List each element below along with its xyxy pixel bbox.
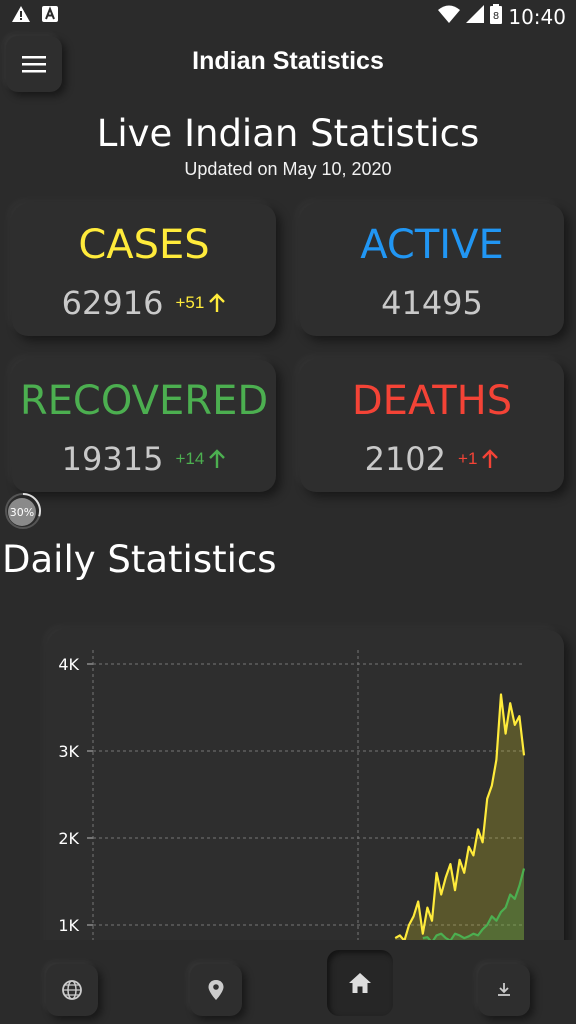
menu-button[interactable]	[6, 36, 62, 92]
nav-states-button[interactable]	[190, 964, 242, 1016]
deaths-label: DEATHS	[351, 378, 513, 424]
cases-delta: +51	[175, 293, 226, 313]
hamburger-icon	[22, 56, 46, 73]
progress-label: 30%	[10, 506, 34, 519]
y-tick-label: 2K	[58, 829, 79, 848]
svg-text:8: 8	[493, 11, 499, 22]
nav-download-button[interactable]	[478, 964, 530, 1016]
wifi-icon	[438, 5, 461, 28]
nav-world-button[interactable]	[46, 964, 98, 1016]
loading-progress: 30%	[4, 492, 42, 530]
active-value: 41495	[381, 284, 483, 322]
cases-series-line	[394, 693, 526, 942]
cases-card[interactable]: CASES 62916 +51	[12, 204, 276, 336]
download-icon	[498, 983, 510, 996]
clock: 10:40	[508, 4, 566, 29]
recovered-delta: +14	[175, 449, 226, 469]
recovered-series-line	[422, 868, 526, 944]
recovered-label: RECOVERED	[19, 378, 269, 424]
cases-area	[395, 694, 524, 970]
app-notification-icon	[42, 6, 58, 27]
bottom-nav	[0, 940, 576, 1024]
arrow-up-icon	[209, 293, 226, 312]
cases-label: CASES	[78, 222, 210, 268]
recovered-card[interactable]: RECOVERED 19315 +14	[12, 360, 276, 492]
active-card[interactable]: ACTIVE 41495	[300, 204, 564, 336]
deaths-card[interactable]: DEATHS 2102 +1	[300, 360, 564, 492]
globe-icon	[62, 980, 82, 1000]
updated-date: Updated on May 10, 2020	[184, 159, 392, 179]
recovered-value: 19315	[61, 440, 164, 478]
daily-chart[interactable]: 4K 3K 2K 1K	[48, 630, 564, 970]
battery-icon: 8	[490, 4, 503, 29]
y-tick-label: 3K	[58, 742, 79, 761]
arrow-up-icon	[482, 449, 499, 468]
location-icon	[208, 980, 224, 1000]
cases-delta-text: +51	[175, 293, 205, 312]
warning-icon	[12, 6, 30, 27]
cases-value: 62916	[61, 284, 164, 322]
deaths-value: 2102	[364, 440, 447, 478]
hero-title: Live Indian Statistics	[96, 112, 480, 155]
arrow-up-icon	[209, 449, 226, 468]
daily-statistics-title: Daily Statistics	[2, 538, 277, 581]
home-icon	[349, 973, 371, 993]
recovered-delta-text: +14	[175, 449, 205, 468]
status-bar: 8 10:40	[0, 0, 576, 30]
signal-icon	[466, 5, 485, 28]
nav-home-button[interactable]	[327, 950, 393, 1016]
deaths-delta-text: +1	[458, 449, 478, 468]
y-tick-label: 1K	[58, 916, 79, 935]
page-title: Indian Statistics	[192, 47, 384, 75]
deaths-delta: +1	[458, 449, 499, 469]
chart-canvas: 4K 3K 2K 1K	[58, 650, 526, 970]
active-label: ACTIVE	[360, 222, 504, 268]
y-tick-label: 4K	[58, 655, 79, 674]
